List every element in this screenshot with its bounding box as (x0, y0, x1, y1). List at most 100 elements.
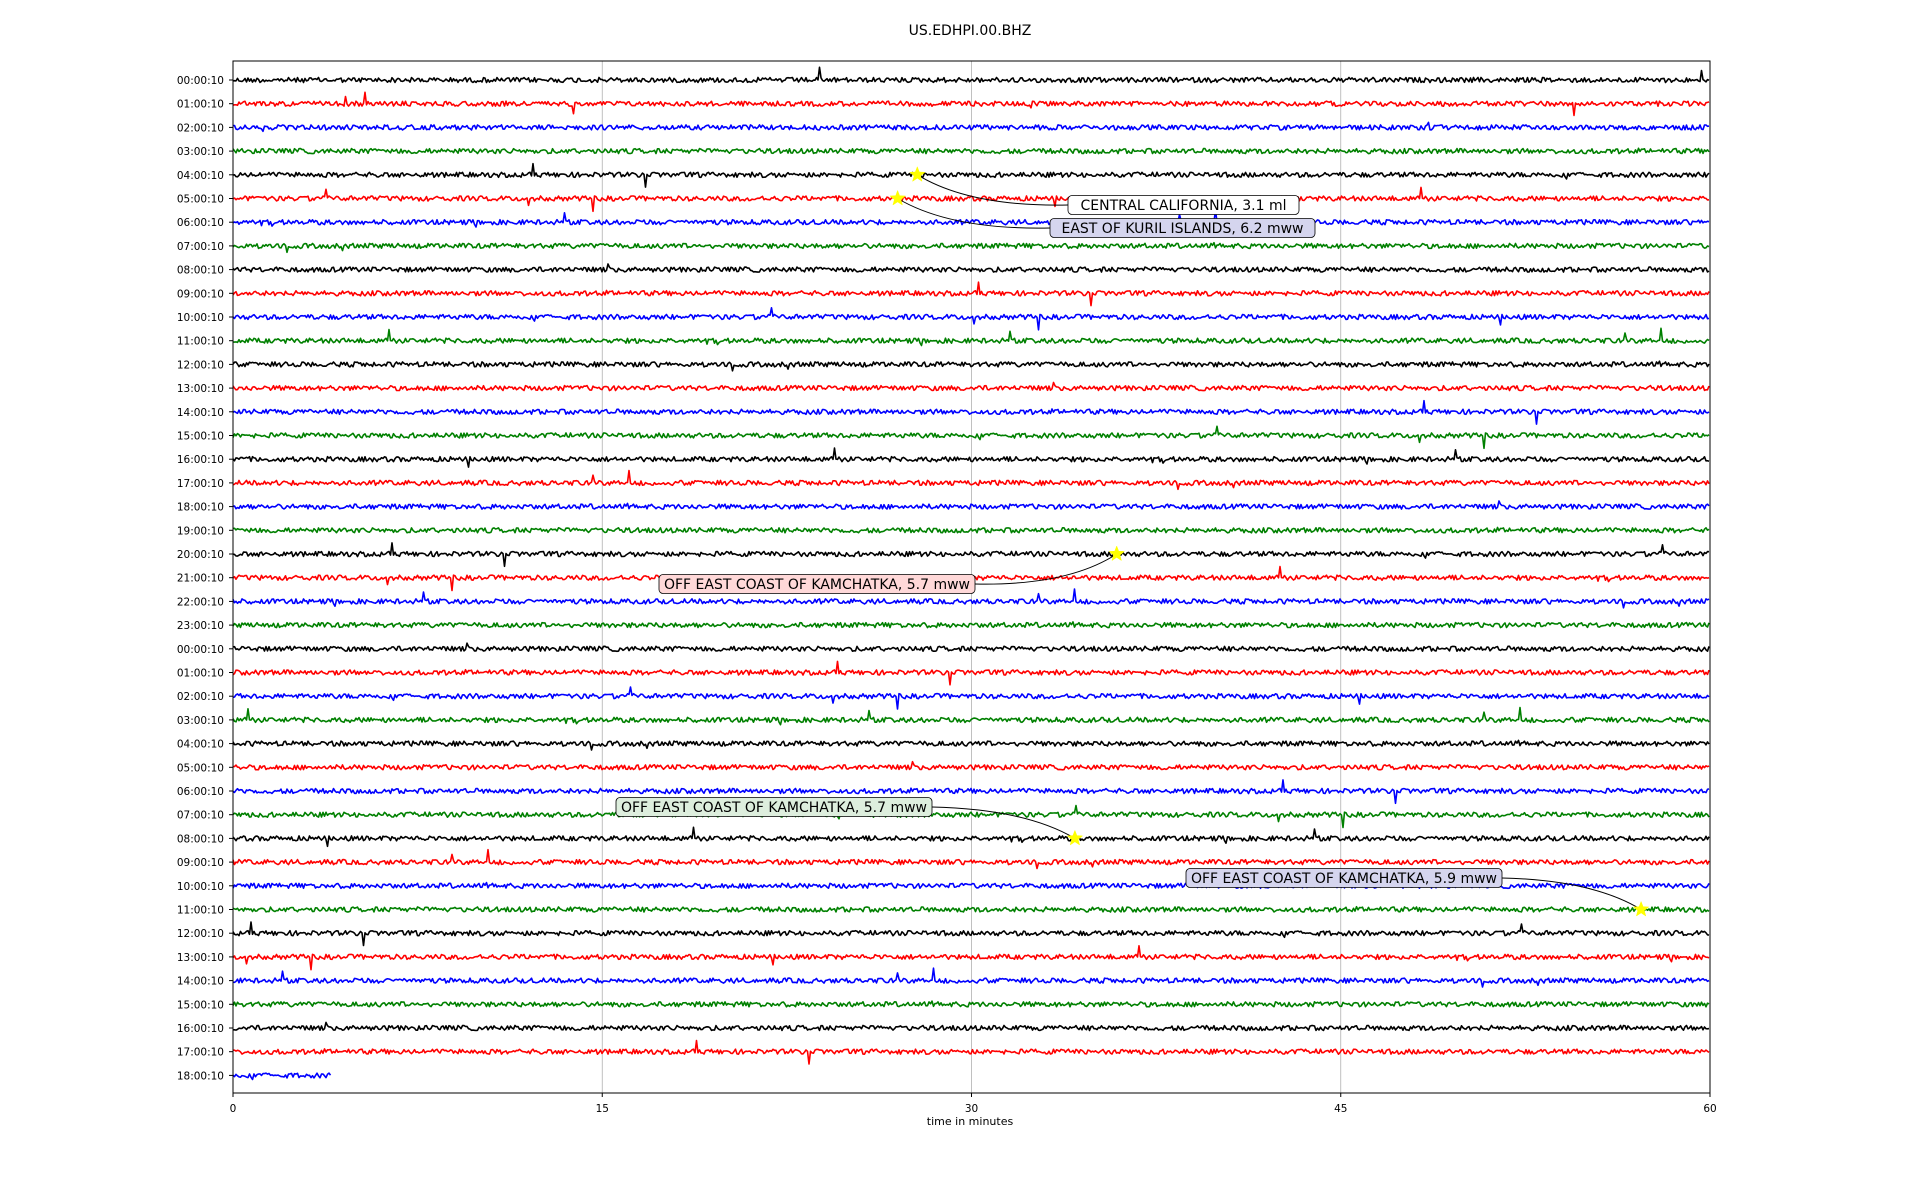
y-tick-label: 16:00:10 (177, 454, 224, 466)
trace-row (232, 66, 1710, 84)
trace-row (232, 686, 1710, 710)
y-tick-label: 04:00:10 (177, 170, 224, 182)
annotation-arrow (897, 198, 1051, 229)
y-tick-label: 01:00:10 (177, 668, 224, 680)
annotation-label: OFF EAST COAST OF KAMCHATKA, 5.9 mww (1191, 871, 1497, 887)
y-tick-label: 15:00:10 (177, 431, 224, 443)
y-tick-label: 09:00:10 (177, 857, 224, 869)
x-tick-label: 60 (1703, 1103, 1716, 1115)
trace-row (232, 779, 1710, 805)
event-marker (1108, 545, 1125, 562)
y-tick-label: 06:00:10 (177, 217, 224, 229)
trace-row (233, 1021, 1710, 1032)
x-tick-label: 45 (1334, 1103, 1347, 1115)
trace-row (232, 281, 1710, 307)
y-tick-labels: 00:00:10 01:00:10 02:00:10 03:00:10 04:00:10… (177, 75, 233, 1082)
y-tick-label: 16:00:10 (177, 1023, 224, 1035)
y-tick-label: 20:00:10 (177, 549, 224, 561)
annotation-arrow (931, 806, 1076, 839)
trace-row (232, 660, 1710, 686)
y-tick-label: 03:00:10 (177, 715, 224, 727)
annotation-arrow (974, 553, 1118, 585)
x-tick-label: 0 (230, 1103, 237, 1115)
annotation-box (658, 574, 976, 594)
event-marker (889, 189, 906, 206)
y-tick-label: 18:00:10 (177, 502, 224, 514)
trace-row (232, 804, 1710, 829)
y-tick-label: 02:00:10 (177, 691, 224, 703)
y-tick-label: 05:00:10 (177, 762, 224, 774)
y-tick-label: 05:00:10 (177, 194, 224, 206)
trace-row (232, 1000, 1710, 1008)
event-annotations: CENTRAL CALIFORNIA, 3.1 ml EAST OF KURIL … (615, 166, 1650, 917)
trace-row (232, 162, 1710, 188)
event-marker (909, 166, 926, 182)
trace-row (232, 147, 1710, 155)
x-tick-label: 30 (965, 1103, 978, 1115)
event-annotation: EAST OF KURIL ISLANDS, 6.2 mww (889, 189, 1316, 238)
event-marker (1632, 900, 1650, 917)
y-tick-label: 21:00:10 (177, 573, 224, 585)
y-tick-label: 17:00:10 (177, 1047, 224, 1059)
y-tick-label: 04:00:10 (177, 739, 224, 751)
trace-row (232, 447, 1710, 468)
event-annotation: OFF EAST COAST OF KAMCHATKA, 5.7 mww (658, 545, 1125, 594)
annotation-label: OFF EAST COAST OF KAMCHATKA, 5.7 mww (621, 800, 927, 816)
plot-frame (232, 60, 1711, 1094)
trace-row (232, 945, 1710, 971)
trace-row (232, 360, 1710, 372)
trace-row (232, 621, 1710, 629)
chart-title: US.EDHPI.00.BHZ (909, 23, 1032, 39)
y-tick-label: 11:00:10 (177, 336, 224, 348)
trace-row (232, 425, 1710, 450)
trace-row (232, 209, 1710, 228)
trace-row (232, 381, 1710, 392)
y-tick-label: 23:00:10 (177, 620, 224, 632)
trace-row (233, 760, 1710, 771)
trace-row (232, 500, 1710, 510)
y-tick-label: 07:00:10 (177, 810, 224, 822)
trace-row (232, 121, 1710, 133)
trace-row (232, 848, 1710, 870)
trace-row (232, 469, 1710, 491)
trace-row (232, 399, 1710, 425)
trace-row (232, 1072, 332, 1081)
trace-row (232, 826, 1710, 848)
annotation-label: OFF EAST COAST OF KAMCHATKA, 5.7 mww (664, 577, 970, 593)
trace-row (232, 588, 1710, 609)
y-tick-label: 15:00:10 (177, 999, 224, 1011)
y-tick-label: 03:00:10 (177, 146, 224, 158)
trace-row (232, 186, 1710, 213)
y-tick-label: 18:00:10 (177, 1070, 224, 1082)
trace-row (232, 921, 1710, 947)
annotation-arrow (1501, 877, 1642, 910)
annotation-box (1067, 195, 1300, 215)
trace-row (232, 241, 1710, 254)
annotation-arrow (917, 174, 1069, 206)
y-tick-label: 06:00:10 (177, 786, 224, 798)
annotation-label: EAST OF KURIL ISLANDS, 6.2 mww (1062, 221, 1304, 237)
y-tick-label: 08:00:10 (177, 265, 224, 277)
event-annotation: CENTRAL CALIFORNIA, 3.1 ml (909, 166, 1300, 215)
trace-row (233, 1039, 1710, 1065)
annotation-box (1185, 868, 1503, 888)
trace-row (232, 327, 1710, 347)
trace-row (232, 642, 1710, 653)
y-tick-label: 13:00:10 (177, 383, 224, 395)
annotation-box (615, 797, 933, 817)
y-tick-label: 11:00:10 (177, 905, 224, 917)
event-annotation: OFF EAST COAST OF KAMCHATKA, 5.9 mww (1185, 868, 1650, 917)
y-tick-label: 02:00:10 (177, 122, 224, 134)
y-tick-label: 12:00:10 (177, 359, 224, 371)
y-tick-label: 14:00:10 (177, 976, 224, 988)
trace-row (232, 905, 1710, 913)
y-tick-label: 09:00:10 (177, 288, 224, 300)
y-tick-label: 08:00:10 (177, 833, 224, 845)
trace-row (232, 706, 1710, 726)
x-tick-labels: 0 15 30 45 60 (230, 1093, 1717, 1115)
y-tick-label: 00:00:10 (177, 644, 224, 656)
trace-row (232, 542, 1710, 568)
y-tick-label: 14:00:10 (177, 407, 224, 419)
trace-row (232, 263, 1710, 273)
